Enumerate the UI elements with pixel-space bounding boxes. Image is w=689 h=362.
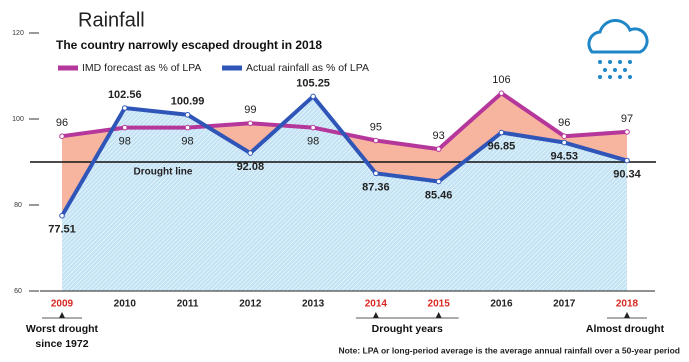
data-point bbox=[373, 137, 379, 144]
annotation-text: Almost drought bbox=[586, 323, 665, 335]
data-label: 96.85 bbox=[488, 140, 516, 152]
x-tick-label: 2014 bbox=[365, 299, 388, 310]
annotation-text: Drought years bbox=[372, 323, 443, 335]
y-tick-label: 80 bbox=[14, 202, 22, 209]
data-point bbox=[184, 124, 191, 131]
data-point bbox=[561, 139, 568, 146]
note: Note: LPA or long-period average is the … bbox=[338, 345, 680, 355]
chart-subtitle: The country narrowly escaped drought in … bbox=[56, 38, 322, 52]
data-point bbox=[121, 105, 128, 111]
data-label: 100.99 bbox=[171, 96, 205, 108]
data-label: 94.53 bbox=[550, 150, 578, 162]
annotation-arrow bbox=[435, 312, 442, 318]
data-label: 99 bbox=[244, 104, 256, 116]
data-label: 102.56 bbox=[108, 89, 142, 101]
data-label: 106 bbox=[492, 74, 510, 86]
data-point bbox=[498, 90, 505, 96]
x-tick-label: 2018 bbox=[616, 299, 639, 310]
data-label: 77.51 bbox=[48, 224, 76, 236]
data-point bbox=[624, 157, 630, 164]
y-tick-label: 60 bbox=[14, 288, 22, 295]
data-label: 92.08 bbox=[237, 161, 265, 173]
data-label: 105.25 bbox=[296, 77, 330, 89]
data-point bbox=[59, 212, 65, 219]
data-label: 97 bbox=[621, 113, 633, 125]
x-tick-label: 2015 bbox=[428, 299, 451, 310]
series-line bbox=[60, 94, 628, 217]
y-tick-label: 120 bbox=[12, 30, 24, 37]
y-tick-label: 100 bbox=[12, 116, 24, 123]
data-label: 95 bbox=[370, 121, 382, 133]
data-point bbox=[59, 133, 65, 139]
annotation-arrow bbox=[624, 312, 630, 318]
drought-line-label: Drought line bbox=[134, 167, 193, 178]
legend-label: Actual rainfall as % of LPA bbox=[246, 62, 369, 74]
data-label: 98 bbox=[119, 136, 131, 148]
x-tick-label: 2011 bbox=[177, 299, 199, 310]
x-tick-label: 2009 bbox=[51, 299, 74, 310]
data-label: 93 bbox=[433, 130, 445, 142]
rain-icon bbox=[587, 19, 649, 79]
data-point bbox=[247, 120, 254, 127]
x-tick-label: 2016 bbox=[490, 299, 513, 310]
data-point bbox=[561, 133, 568, 139]
annotation-arrow bbox=[372, 312, 379, 318]
data-point bbox=[624, 129, 630, 135]
data-point bbox=[121, 124, 128, 131]
data-point bbox=[247, 150, 254, 156]
data-label: 96 bbox=[558, 117, 570, 129]
x-tick-label: 2017 bbox=[553, 299, 576, 310]
data-label: 98 bbox=[307, 136, 319, 148]
data-point bbox=[310, 93, 316, 100]
data-label: 90.34 bbox=[613, 168, 641, 180]
data-label: 98 bbox=[181, 136, 193, 148]
x-tick-label: 2010 bbox=[114, 299, 137, 310]
data-point bbox=[435, 178, 442, 185]
legend-label: IMD forecast as % of LPA bbox=[82, 62, 201, 74]
annotation-text: since 1972 bbox=[35, 338, 88, 350]
annotation-arrow bbox=[59, 312, 65, 318]
data-point bbox=[498, 129, 505, 136]
x-tick-label: 2013 bbox=[302, 299, 325, 310]
annotation-text: Worst drought bbox=[26, 323, 99, 335]
data-label: 96 bbox=[56, 117, 68, 129]
chart-title: Rainfall bbox=[78, 9, 145, 31]
data-point bbox=[373, 170, 379, 177]
data-label: 85.46 bbox=[425, 189, 453, 201]
data-point bbox=[435, 146, 442, 152]
data-label: 87.36 bbox=[362, 181, 390, 193]
x-tick-label: 2012 bbox=[239, 299, 262, 310]
data-point bbox=[184, 111, 191, 118]
data-point bbox=[310, 124, 316, 131]
